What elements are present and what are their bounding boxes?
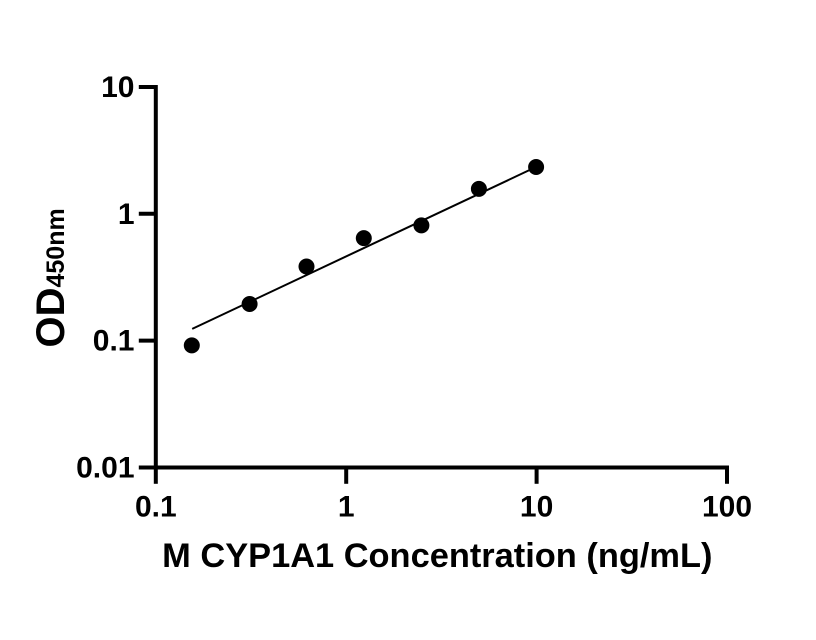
svg-text:0.1: 0.1 (93, 325, 135, 358)
svg-text:1: 1 (338, 491, 355, 524)
svg-text:100: 100 (702, 491, 752, 524)
svg-text:M CYP1A1 Concentration (ng/mL): M CYP1A1 Concentration (ng/mL) (162, 537, 712, 575)
svg-text:1: 1 (118, 198, 135, 231)
svg-text:10: 10 (520, 491, 553, 524)
svg-text:0.1: 0.1 (135, 491, 177, 524)
svg-text:0.01: 0.01 (76, 452, 134, 485)
svg-text:10: 10 (101, 71, 134, 104)
